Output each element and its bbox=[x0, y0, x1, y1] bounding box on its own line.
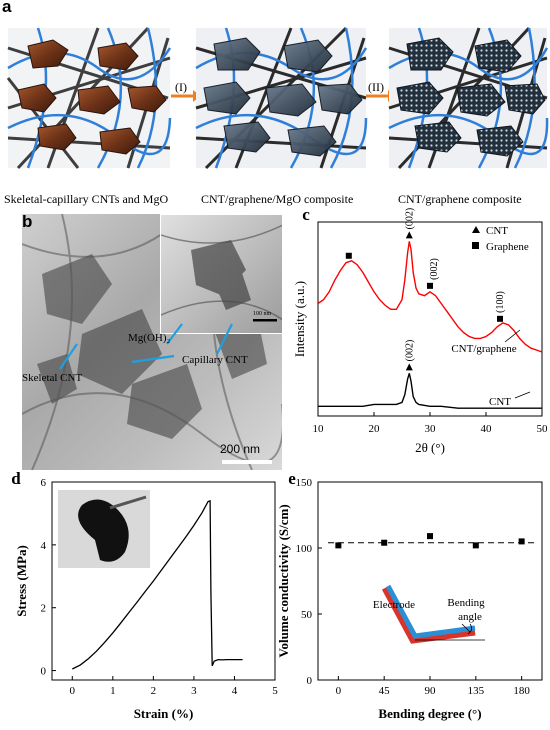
cond-xlabel: Bending degree (°) bbox=[378, 706, 481, 721]
stress-inset-tweezer bbox=[109, 495, 147, 510]
stress-ylabel: Stress (MPa) bbox=[14, 545, 29, 617]
cond-frame bbox=[317, 481, 543, 681]
schematic-block-2 bbox=[195, 26, 368, 170]
xrd-peak-label: (002) bbox=[404, 340, 415, 362]
cond-xtick-label: 180 bbox=[513, 685, 530, 697]
cond-data-point bbox=[472, 542, 479, 549]
stress-xtick-label: 4 bbox=[232, 685, 238, 697]
xrd-xtick-label: 40 bbox=[481, 423, 493, 435]
xrd-marker-triangle bbox=[405, 231, 413, 239]
cond-ytick-label: 50 bbox=[301, 609, 313, 621]
legend-label-graphene: Graphene bbox=[486, 241, 529, 253]
pointer-skeletal bbox=[59, 343, 78, 370]
stress-xtick-label: 2 bbox=[151, 685, 157, 697]
xrd-marker-square bbox=[427, 282, 433, 289]
pointer-mgoh2-a bbox=[166, 323, 183, 345]
cond-xtick-label: 90 bbox=[425, 685, 437, 697]
label-mgoh2: Mg(OH)₂ bbox=[128, 332, 171, 344]
tem-inset: 100 nm bbox=[160, 214, 282, 334]
arrow-ii-label: (II) bbox=[368, 80, 384, 94]
caption-block-3: CNT/graphene composite bbox=[398, 192, 522, 206]
xrd-curve-label-cnt: CNT bbox=[489, 396, 511, 408]
inset-label-electrode: Electrode bbox=[373, 599, 415, 611]
xrd-peak-label: (100) bbox=[495, 291, 506, 313]
stress-xtick-label: 5 bbox=[272, 685, 278, 697]
stress-frame bbox=[51, 481, 276, 681]
bending-angle-arc bbox=[467, 623, 472, 635]
panel-a-schematic bbox=[6, 26, 549, 170]
stress-strain-curve bbox=[72, 500, 243, 670]
caption-block-1: Skeletal-capillary CNTs and MgO bbox=[4, 192, 169, 206]
panel-b-letter: b bbox=[22, 212, 33, 231]
stress-inset-film bbox=[78, 499, 129, 562]
xrd-curve-pointer bbox=[514, 391, 531, 399]
xrd-marker-triangle bbox=[405, 363, 413, 371]
xrd-ylabel: Intensity (a.u.) bbox=[292, 281, 307, 357]
schematic-block-3 bbox=[388, 26, 549, 170]
panel-a-letter: a bbox=[2, 0, 12, 16]
scalebar-label: 200 nm bbox=[220, 442, 261, 456]
legend-marker-square bbox=[472, 242, 479, 249]
label-capillary-cnt: Capillary CNT bbox=[182, 354, 248, 366]
xrd-series-cnt bbox=[318, 373, 542, 409]
bent-electrode-red bbox=[381, 586, 476, 644]
panel-c-letter: c bbox=[302, 205, 310, 224]
cond-data-point bbox=[335, 542, 342, 549]
cond-ytick-label: 100 bbox=[296, 543, 313, 555]
xrd-peak-label: (002) bbox=[404, 208, 415, 230]
xrd-marker-square bbox=[497, 315, 503, 322]
cond-data-point bbox=[381, 539, 388, 546]
panel-e-letter: e bbox=[288, 469, 296, 488]
pointer-capillary bbox=[216, 323, 233, 355]
inset-texture bbox=[161, 224, 282, 322]
label-skeletal-cnt: Skeletal CNT bbox=[22, 372, 83, 384]
xrd-series-cnt-graphene bbox=[317, 241, 543, 353]
panel-d-letter: d bbox=[11, 469, 21, 488]
inset-label-bending-angle: angle bbox=[458, 611, 482, 623]
xrd-xtick-label: 50 bbox=[537, 423, 549, 435]
pointer-mgoh2-b bbox=[131, 354, 175, 364]
stress-xtick-label: 3 bbox=[191, 685, 197, 697]
stress-ytick-label: 0 bbox=[41, 666, 47, 678]
xrd-xtick-label: 10 bbox=[313, 423, 325, 435]
inset-scalebar-label: 100 nm bbox=[253, 311, 272, 317]
xrd-marker-square bbox=[345, 252, 352, 259]
cond-data-point bbox=[518, 538, 525, 545]
bent-electrode-blue bbox=[385, 584, 476, 639]
cond-xtick-label: 45 bbox=[379, 685, 391, 697]
cond-ytick-label: 0 bbox=[307, 675, 313, 687]
stress-xlabel: Strain (%) bbox=[134, 706, 194, 721]
xrd-xlabel: 2θ (°) bbox=[415, 440, 445, 455]
bending-angle-pointer bbox=[461, 623, 471, 633]
cond-ytick-label: 150 bbox=[296, 477, 313, 489]
inset-label-bending-angle: Bending bbox=[447, 597, 485, 609]
tem-pointer-lines bbox=[59, 323, 233, 370]
stress-ytick-label: 4 bbox=[41, 540, 47, 552]
stress-ytick-label: 2 bbox=[41, 603, 47, 615]
cond-data-point bbox=[427, 533, 433, 540]
legend-label-cnt: CNT bbox=[486, 225, 508, 237]
cond-xtick-label: 135 bbox=[468, 685, 485, 697]
caption-block-2: CNT/graphene/MgO composite bbox=[201, 192, 354, 206]
scalebar bbox=[222, 460, 272, 464]
stress-ytick-label: 6 bbox=[41, 477, 47, 489]
xrd-curve-label-cnt-graphene: CNT/graphene bbox=[451, 343, 516, 355]
xrd-curve-pointer bbox=[504, 329, 521, 343]
xrd-xtick-label: 20 bbox=[369, 423, 381, 435]
xrd-xtick-label: 30 bbox=[425, 423, 437, 435]
cond-xtick-label: 0 bbox=[336, 685, 342, 697]
stress-xtick-label: 0 bbox=[70, 685, 76, 697]
schematic-block-1 bbox=[6, 26, 172, 170]
arrow-i-label: (I) bbox=[175, 80, 187, 94]
xrd-peak-label: (002) bbox=[429, 258, 440, 280]
cond-ylabel: Volume conductivity (S/cm) bbox=[276, 504, 291, 657]
stress-xtick-label: 1 bbox=[110, 685, 116, 697]
tem-image: 100 nm Mg(OH)₂ Skeletal CNT Capillary CN… bbox=[22, 214, 282, 470]
legend-marker-triangle bbox=[472, 226, 480, 233]
